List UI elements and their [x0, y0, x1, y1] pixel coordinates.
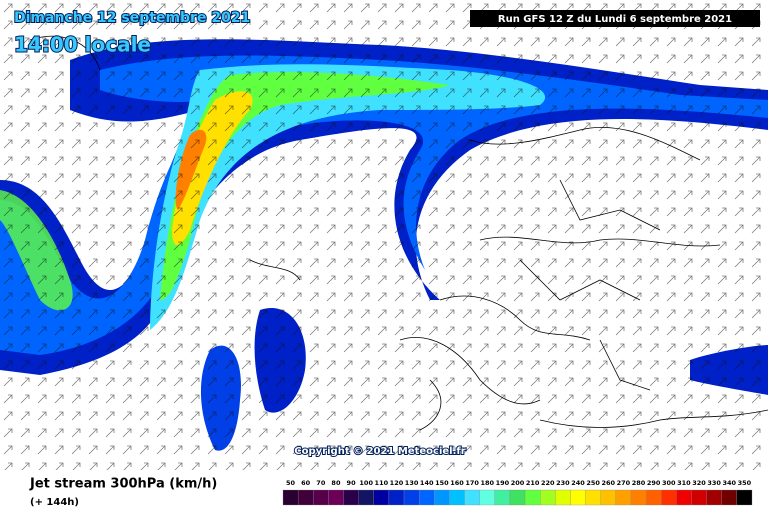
legend-swatch	[524, 489, 541, 506]
legend-swatch	[600, 489, 616, 506]
legend-label: 280	[632, 479, 646, 487]
legend-swatch	[479, 489, 495, 506]
legend-swatch	[691, 489, 707, 506]
footer-title: Jet stream 300hPa (km/h)	[29, 477, 217, 492]
legend-swatch	[464, 489, 480, 506]
legend-swatch	[328, 489, 344, 506]
legend-swatch	[736, 489, 753, 506]
legend-label: 130	[405, 479, 419, 487]
legend-swatch	[706, 489, 722, 506]
legend: 50 60 70 80 90 100 110 120 130 140 150 160 170 180 190…	[282, 479, 753, 506]
legend-swatch	[585, 489, 601, 506]
legend-swatch	[297, 489, 314, 506]
legend-swatch	[555, 489, 571, 506]
legend-swatch	[570, 489, 586, 506]
legend-label: 200	[511, 479, 525, 487]
legend-swatch	[494, 489, 511, 506]
legend-label: 320	[692, 479, 706, 487]
legend-label: 120	[390, 479, 404, 487]
legend-label: 310	[677, 479, 691, 487]
legend-label: 210	[526, 479, 540, 487]
legend-swatch	[645, 489, 662, 506]
legend-label: 160	[450, 479, 464, 487]
legend-swatch	[630, 489, 647, 506]
legend-label: 110	[375, 479, 389, 487]
legend-swatch	[615, 489, 632, 506]
legend-label: 50	[286, 479, 296, 487]
legend-swatch	[676, 489, 692, 506]
legend-label: 350	[738, 479, 752, 487]
legend-swatch	[434, 489, 450, 506]
legend-label: 270	[617, 479, 631, 487]
jet-stream	[0, 0, 768, 470]
legend-swatch	[509, 489, 526, 506]
legend-label: 170	[465, 479, 479, 487]
legend-label: 300	[662, 479, 676, 487]
legend-label: 290	[647, 479, 661, 487]
footer-lead: (+ 144h)	[30, 497, 79, 508]
legend-swatch	[373, 489, 390, 506]
legend-swatch	[388, 489, 405, 506]
legend-label: 150	[435, 479, 449, 487]
legend-label: 60	[301, 479, 311, 487]
legend-swatch	[449, 489, 465, 506]
legend-label: 90	[347, 479, 357, 487]
legend-swatch	[343, 489, 359, 506]
time-label: 14:00 locale	[14, 33, 151, 57]
legend-label: 250	[586, 479, 600, 487]
legend-label: 260	[601, 479, 615, 487]
legend-swatch	[358, 489, 374, 506]
legend-swatch	[419, 489, 435, 506]
run-label: Run GFS 12 Z du Lundi 6 septembre 2021	[498, 14, 732, 25]
legend-swatch	[661, 489, 677, 506]
date-label: Dimanche 12 septembre 2021	[14, 10, 250, 26]
legend-label: 70	[316, 479, 326, 487]
coastlines	[29, 35, 768, 431]
legend-label: 220	[541, 479, 555, 487]
legend-label: 180	[480, 479, 494, 487]
legend-label: 230	[556, 479, 570, 487]
legend-label: 190	[496, 479, 510, 487]
legend-label: 340	[723, 479, 737, 487]
legend-label: 330	[707, 479, 721, 487]
legend-swatch	[721, 489, 738, 506]
legend-swatch	[403, 489, 420, 506]
legend-label: 100	[359, 479, 373, 487]
legend-label: 140	[420, 479, 434, 487]
legend-label: 240	[571, 479, 585, 487]
legend-swatch	[540, 489, 556, 506]
legend-label: 80	[331, 479, 341, 487]
copyright: Copyright © 2021 Meteociel.fr	[294, 446, 465, 457]
run-box	[470, 10, 760, 27]
map	[0, 0, 768, 470]
legend-swatch	[313, 489, 329, 506]
legend-swatch	[282, 489, 299, 506]
